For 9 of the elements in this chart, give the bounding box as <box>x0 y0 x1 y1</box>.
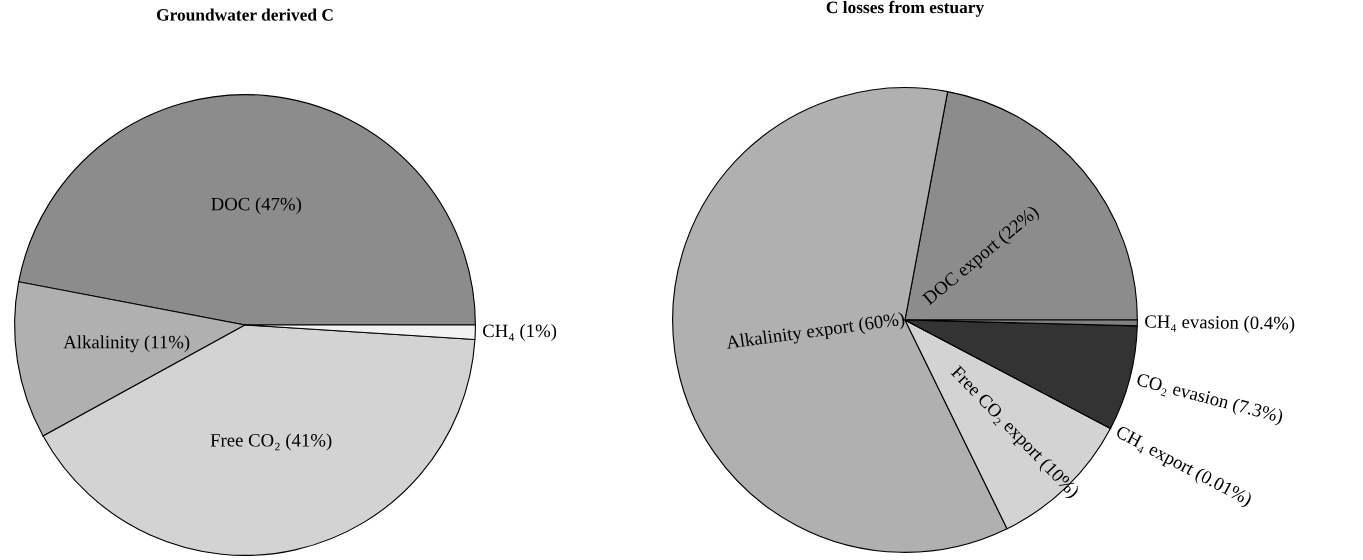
slice-label: Alkalinity export (60%) <box>725 311 906 353</box>
slice-label: CH₄ evasion (0.4%) <box>1144 314 1295 334</box>
slice-label: CH₄ (1%) <box>482 323 557 341</box>
slice-label: DOC (47%) <box>211 197 302 215</box>
slice-label: Free CO₂ (41%) <box>210 433 332 451</box>
chart-title: Groundwater derived C <box>156 8 333 21</box>
slice-label: Alkalinity (11%) <box>63 335 190 353</box>
slice-label: CO₂ evasion (7.3%) <box>1135 372 1284 427</box>
chart-title: C losses from estuary <box>826 0 984 17</box>
